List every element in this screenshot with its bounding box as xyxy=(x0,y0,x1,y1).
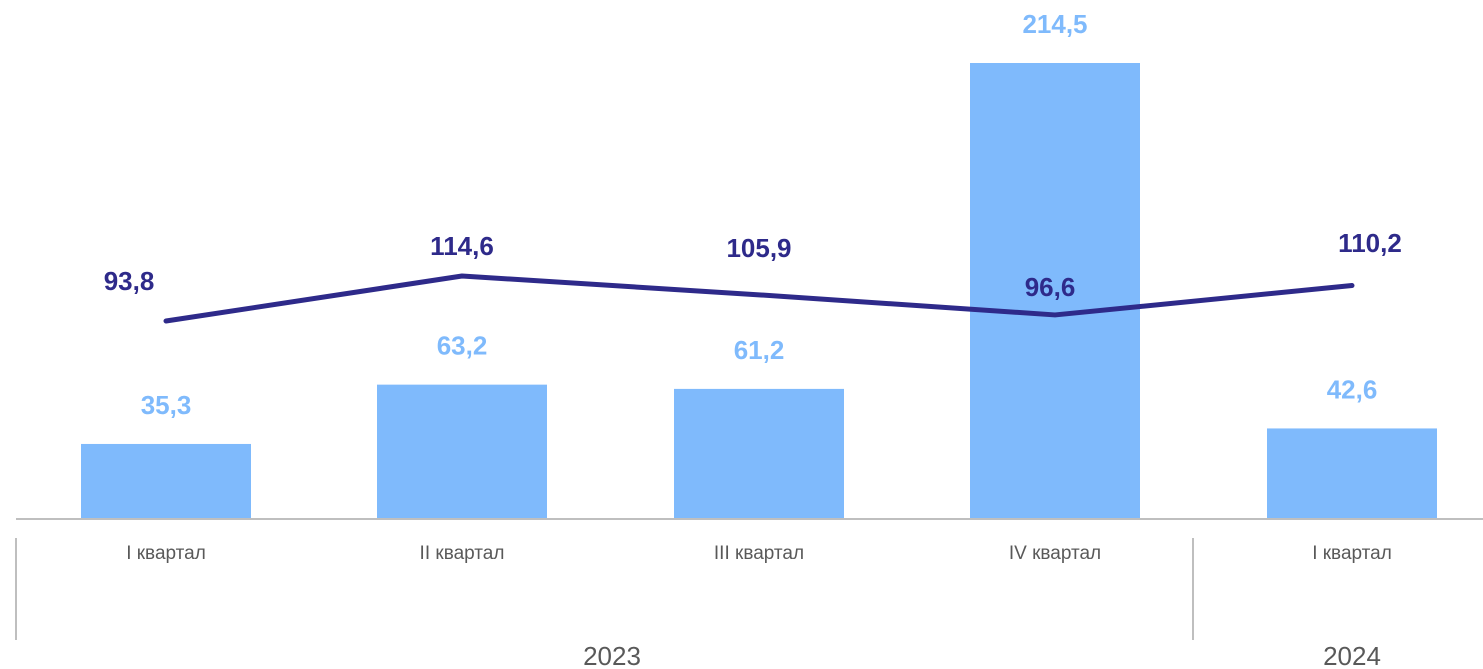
line-series xyxy=(163,273,1355,324)
line-value-label-4: 110,2 xyxy=(1338,228,1402,258)
line-value-label-0: 93,8 xyxy=(104,266,155,296)
labels-layer: 35,3 63,2 61,2 214,5 42,6 93,8 114,6 105,9 96,6 1… xyxy=(104,9,1402,669)
line-value-label-3: 96,6 xyxy=(1025,272,1076,302)
bar-value-label-2: 61,2 xyxy=(734,335,785,365)
category-label-4: I квартал xyxy=(1312,543,1392,564)
category-label-0: I квартал xyxy=(126,543,206,564)
line-value-label-1: 114,6 xyxy=(430,231,494,261)
group-label-2024: 2024 xyxy=(1323,641,1381,669)
category-label-2: III квартал xyxy=(714,543,804,564)
bar-value-label-0: 35,3 xyxy=(141,390,192,420)
category-label-3: IV квартал xyxy=(1009,543,1101,564)
bar-3 xyxy=(970,63,1140,519)
bar-2 xyxy=(674,388,844,519)
line-value-label-2: 105,9 xyxy=(726,233,791,263)
bars-layer xyxy=(81,63,1437,519)
bar-0 xyxy=(81,443,251,519)
bar-1 xyxy=(377,384,547,519)
bar-value-label-1: 63,2 xyxy=(437,331,488,361)
line-layer xyxy=(163,273,1355,324)
category-label-1: II квартал xyxy=(420,543,505,564)
group-label-2023: 2023 xyxy=(583,641,641,669)
bar-value-label-4: 42,6 xyxy=(1327,374,1378,404)
bar-4 xyxy=(1267,428,1437,519)
bar-value-label-3: 214,5 xyxy=(1022,9,1087,39)
